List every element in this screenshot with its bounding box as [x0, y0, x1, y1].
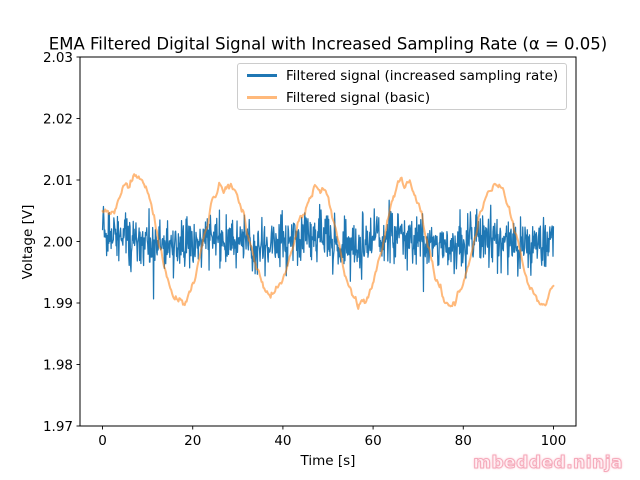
legend-label: Filtered signal (basic) — [286, 89, 431, 106]
legend-item-basic: Filtered signal (basic) — [247, 88, 566, 107]
legend-item-increased-rate: Filtered signal (increased sampling rate… — [247, 66, 566, 85]
y-tick-label: 1.99 — [43, 296, 73, 312]
y-tick-label: 1.98 — [43, 357, 73, 373]
y-tick-label: 2.01 — [43, 173, 73, 189]
legend-line-sample-orange — [247, 96, 277, 99]
x-axis-label: Time [s] — [300, 453, 356, 469]
y-tick-label: 2.03 — [43, 50, 73, 66]
x-tick-label: 40 — [274, 433, 291, 449]
legend-line-sample-blue — [247, 74, 277, 77]
x-tick-label: 80 — [455, 433, 472, 449]
legend-label: Filtered signal (increased sampling rate… — [286, 67, 559, 84]
x-tick-label: 100 — [541, 433, 567, 449]
x-tick-label: 60 — [364, 433, 381, 449]
y-tick-label: 2.00 — [43, 234, 73, 250]
y-tick-label: 2.02 — [43, 111, 73, 127]
watermark: mbedded.ninja — [473, 453, 623, 474]
y-axis-label: Voltage [V] — [20, 204, 36, 280]
y-tick-label: 1.97 — [43, 419, 73, 435]
chart-title: EMA Filtered Digital Signal with Increas… — [48, 34, 608, 54]
x-tick-label: 20 — [184, 433, 201, 449]
legend: Filtered signal (increased sampling rate… — [237, 63, 567, 110]
x-tick-label: 0 — [98, 433, 107, 449]
